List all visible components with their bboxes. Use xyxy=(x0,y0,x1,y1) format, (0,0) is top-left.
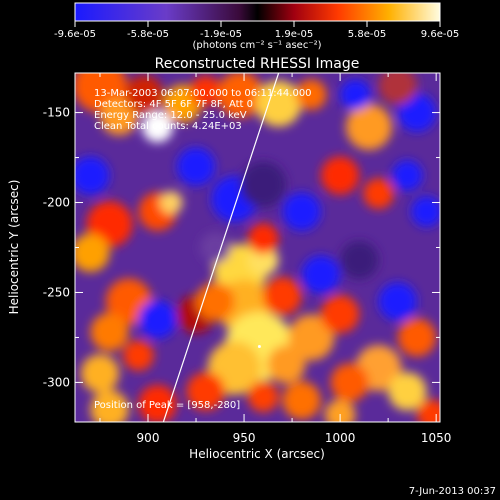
heatmap-blob xyxy=(340,79,371,110)
annotation-line: Detectors: 4F 5F 6F 7F 8F, Att 0 xyxy=(94,99,253,110)
y-tick-label: -200 xyxy=(43,196,70,210)
heatmap-cells xyxy=(75,73,440,422)
heatmap-blob xyxy=(263,276,302,316)
heatmap-blob xyxy=(186,372,225,411)
heatmap-blob xyxy=(411,196,440,227)
heatmap-blob xyxy=(240,161,287,208)
heatmap-blob xyxy=(217,73,264,118)
heatmap-blob xyxy=(176,147,216,186)
heatmap-blob xyxy=(330,363,369,402)
heatmap-blob xyxy=(247,381,279,413)
colorbar xyxy=(74,2,441,22)
heatmap-blob xyxy=(282,192,321,231)
heatmap-blob xyxy=(363,178,394,209)
colorbar-tick-label: 1.9e-05 xyxy=(275,29,313,40)
y-tick-label: -250 xyxy=(43,285,70,299)
heatmap-blob xyxy=(378,73,417,105)
annotation-block: 13-Mar-2003 06:07:00.000 to 06:11:44.000… xyxy=(94,88,312,132)
heatmap-blob xyxy=(75,233,110,273)
heatmap-area xyxy=(75,73,440,422)
x-tick-label: 1000 xyxy=(325,431,356,445)
heatmap-blob xyxy=(142,111,173,143)
colorbar-ticks: -9.6e-05 -5.8e-05 -1.9e-05 1.9e-05 5.8e-05 9.… xyxy=(54,21,459,40)
colorbar-tick-label: -5.8e-05 xyxy=(127,29,169,40)
footer-date: 7-Jun-2013 00:37 xyxy=(409,486,496,497)
heatmap-blob xyxy=(388,372,427,411)
heatmap-blob xyxy=(320,156,360,195)
colorbar-tick-label: 9.6e-05 xyxy=(421,29,459,40)
heatmap-blob xyxy=(138,384,177,422)
heatmap-blob xyxy=(282,381,321,420)
heatmap-blob xyxy=(267,345,306,384)
heatmap-blob xyxy=(80,354,120,393)
colorbar-tick-label: 5.8e-05 xyxy=(348,29,386,40)
annotation-line: Energy Range: 12.0 - 25.0 keV xyxy=(94,110,247,121)
heatmap-blob xyxy=(75,156,110,195)
x-tick-label: 900 xyxy=(137,431,160,445)
heatmap-blob xyxy=(247,223,279,254)
heatmap-blob xyxy=(199,232,231,263)
heatmap-blob xyxy=(255,80,302,127)
colorbar-tick-label: -9.6e-05 xyxy=(54,29,96,40)
heatmap-blob xyxy=(90,390,129,422)
y-axis-label: Heliocentric Y (arcsec) xyxy=(7,180,21,315)
heatmap-blob xyxy=(378,282,417,321)
heatmap-blob xyxy=(138,300,177,339)
solar-limb-line xyxy=(162,73,280,422)
heatmap-blob xyxy=(340,240,379,280)
y-axis: -150 -200 -250 -300 xyxy=(43,106,440,389)
y-tick-label: -150 xyxy=(43,106,70,120)
heatmap-blob xyxy=(90,312,129,352)
x-tick-label: 950 xyxy=(233,431,256,445)
heatmap-blob xyxy=(301,255,341,294)
heatmap-blob xyxy=(320,294,360,334)
heatmap-blob xyxy=(99,96,139,136)
peak-position-label: Position of Peak = [958,-280] xyxy=(94,400,240,411)
colorbar-units: (photons cm⁻² s⁻¹ asec⁻²) xyxy=(192,40,321,51)
heatmap-blob xyxy=(190,75,221,107)
peak-marker xyxy=(257,344,261,348)
heatmap-blob xyxy=(124,75,164,114)
heatmap-blob xyxy=(247,244,279,276)
annotation-line: Clean Total counts: 4.24E+03 xyxy=(94,121,242,132)
colorbar-tick-label: -1.9e-05 xyxy=(200,29,242,40)
chart-title: Reconstructed RHESSI Image xyxy=(155,56,360,72)
heatmap-blob xyxy=(345,103,392,151)
heatmap-blob xyxy=(324,399,356,422)
heatmap-blob xyxy=(295,79,327,110)
heatmap-blob xyxy=(391,160,423,191)
heatmap-blob xyxy=(123,340,154,371)
heatmap-blob xyxy=(159,190,183,215)
x-axis-label: Heliocentric X (arcsec) xyxy=(189,447,325,461)
y-tick-label: -300 xyxy=(43,375,70,389)
heatmap-blob xyxy=(196,282,235,321)
x-tick-label: 1050 xyxy=(421,431,452,445)
heatmap-blob xyxy=(397,318,437,357)
heatmap-blob xyxy=(288,314,335,361)
x-axis: 900 950 1000 1050 xyxy=(99,73,452,445)
annotation-line: 13-Mar-2003 06:07:00.000 to 06:11:44.000 xyxy=(94,88,312,99)
heatmap-blob xyxy=(397,93,437,132)
heatmap-blob xyxy=(416,399,440,422)
